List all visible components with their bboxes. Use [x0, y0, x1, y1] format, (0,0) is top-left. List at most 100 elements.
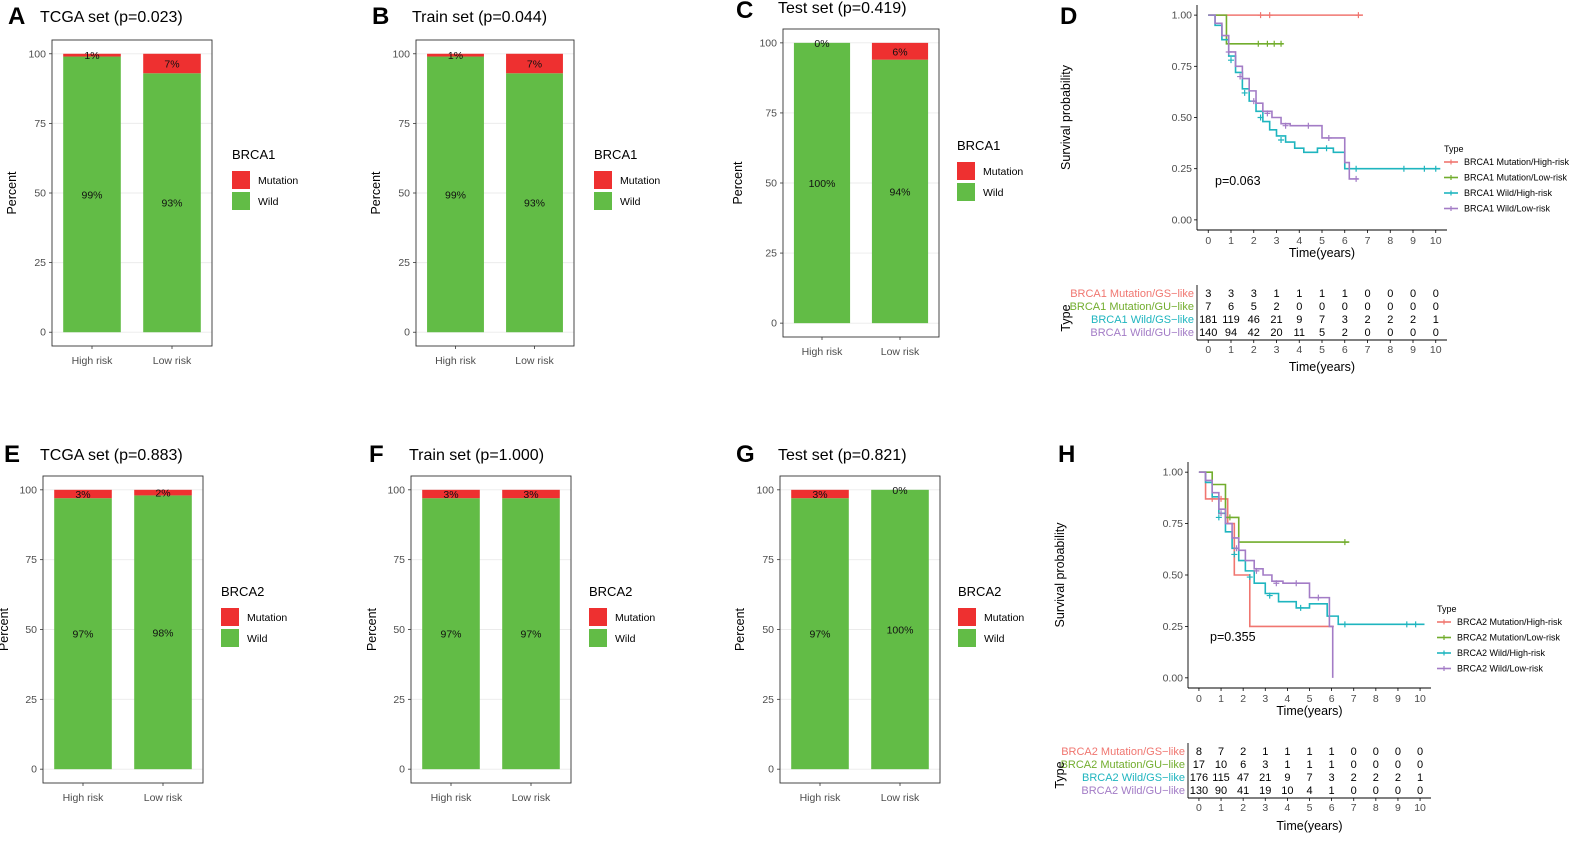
- bar-label-mutation-a-1: 1%: [84, 50, 99, 62]
- chart-title-f: Train set (p=1.000): [409, 447, 544, 464]
- risk-table-count-d: 0: [1387, 301, 1393, 313]
- risk-table-x-tick-label-h: 4: [1284, 802, 1290, 814]
- chart-title-b: Train set (p=0.044): [412, 9, 547, 26]
- y-tick-label-f: 25: [393, 694, 405, 706]
- risk-table-count-d: 0: [1364, 288, 1370, 300]
- km-censor-mark-d-2: [1264, 40, 1271, 47]
- legend-swatch-wild-e: [221, 629, 239, 647]
- risk-table-x-tick-label-d: 8: [1387, 344, 1393, 356]
- x-tick-label-f-2: Low risk: [512, 792, 551, 804]
- risk-table-count-h: 3: [1329, 772, 1335, 784]
- risk-table-count-d: 11: [1294, 327, 1305, 339]
- risk-table-count-d: 3: [1205, 288, 1211, 300]
- x-tick-label-h: 2: [1240, 693, 1246, 705]
- legend-swatch-mutation-g: [958, 608, 976, 626]
- panel-letter-g: G: [736, 441, 755, 468]
- bar-mutation-a-2: [143, 53, 201, 74]
- x-tick-label-d: 3: [1274, 235, 1280, 247]
- y-tick-label-h: 0.00: [1163, 672, 1184, 684]
- x-tick-label-h: 7: [1351, 693, 1357, 705]
- risk-table-count-h: 0: [1351, 785, 1357, 797]
- bar-label-wild-e-1: 97%: [72, 629, 93, 641]
- bar-label-mutation-c-2: 6%: [892, 46, 907, 58]
- bar-wild-g-1: [791, 498, 849, 770]
- bar-label-wild-c-1: 100%: [809, 178, 836, 190]
- risk-table-count-d: 1: [1296, 288, 1302, 300]
- risk-table-x-tick-label-d: 1: [1228, 344, 1234, 356]
- legend-title-c: BRCA1: [957, 138, 1000, 153]
- risk-table-x-tick-label-h: 1: [1218, 802, 1224, 814]
- bar-label-wild-c-2: 94%: [889, 186, 910, 198]
- risk-table-count-h: 41: [1237, 785, 1249, 797]
- risk-table-x-tick-label-h: 10: [1414, 802, 1426, 814]
- risk-table-x-tick-label-h: 6: [1329, 802, 1335, 814]
- km-censor-mark-h-4: [1218, 510, 1225, 517]
- risk-table-count-d: 0: [1364, 327, 1370, 339]
- risk-table-x-tick-label-d: 5: [1319, 344, 1325, 356]
- panel-letter-b: B: [372, 3, 389, 30]
- risk-table-count-h: 1: [1417, 772, 1423, 784]
- bar-wild-c-1: [793, 42, 851, 324]
- y-tick-label-a: 75: [34, 118, 46, 130]
- bar-label-mutation-b-1: 1%: [448, 50, 463, 62]
- km-legend-label-h-4: BRCA2 Wild/Low-risk: [1457, 664, 1544, 674]
- x-tick-label-d: 10: [1430, 235, 1442, 247]
- km-curve-d-3: [1208, 14, 1441, 170]
- risk-table-count-d: 1: [1319, 288, 1325, 300]
- risk-table-count-h: 4: [1306, 785, 1312, 797]
- km-legend-label-d-4: BRCA1 Wild/Low-risk: [1464, 204, 1551, 214]
- risk-table-count-h: 1: [1284, 746, 1290, 758]
- km-curve-h-2: [1198, 471, 1350, 543]
- legend-swatch-wild-b: [594, 192, 612, 210]
- km-censor-mark-d-4: [1325, 134, 1332, 141]
- bar-label-mutation-e-2: 2%: [155, 488, 170, 500]
- km-curve-d-4: [1208, 14, 1359, 180]
- risk-table-count-d: 20: [1270, 327, 1282, 339]
- risk-table-count-d: 181: [1199, 314, 1217, 326]
- risk-table-count-d: 0: [1387, 288, 1393, 300]
- risk-table-count-d: 3: [1228, 288, 1234, 300]
- risk-table-count-h: 3: [1262, 759, 1268, 771]
- risk-table-label-d-1: BRCA1 Mutation/GS−like: [1070, 288, 1194, 300]
- x-tick-label-d: 6: [1342, 235, 1348, 247]
- risk-table-x-tick-label-h: 9: [1395, 802, 1401, 814]
- km-censor-mark-h-3: [1266, 592, 1273, 599]
- risk-table-label-d-3: BRCA1 Wild/GS−like: [1091, 314, 1194, 326]
- km-censor-mark-d-3: [1257, 114, 1264, 121]
- bar-mutation-f-1: [422, 489, 480, 499]
- risk-table-count-h: 1: [1306, 759, 1312, 771]
- risk-table-x-label-h: Time(years): [1276, 819, 1342, 833]
- x-axis-label-h: Time(years): [1276, 704, 1342, 718]
- risk-table-x-tick-label-d: 3: [1274, 344, 1280, 356]
- legend-swatch-mutation-a: [232, 171, 250, 189]
- y-axis-label-a: Percent: [5, 171, 19, 215]
- x-tick-label-d: 0: [1205, 235, 1211, 247]
- risk-table-count-d: 0: [1387, 327, 1393, 339]
- risk-table-count-h: 0: [1373, 785, 1379, 797]
- risk-table-count-d: 9: [1296, 314, 1302, 326]
- y-axis-label-d: Survival probability: [1059, 64, 1073, 170]
- risk-table-x-tick-label-d: 7: [1365, 344, 1371, 356]
- y-tick-label-b: 75: [398, 118, 410, 130]
- legend-label-mutation-b: Mutation: [620, 175, 660, 187]
- km-censor-mark-d-3: [1421, 165, 1428, 172]
- risk-table-count-h: 10: [1281, 785, 1293, 797]
- x-tick-label-d: 1: [1228, 235, 1234, 247]
- risk-table-count-d: 0: [1364, 301, 1370, 313]
- km-censor-mark-h-3: [1341, 621, 1348, 628]
- km-censor-mark-h-4: [1273, 580, 1280, 587]
- risk-table-count-d: 0: [1410, 288, 1416, 300]
- risk-table-count-h: 7: [1218, 746, 1224, 758]
- y-tick-label-b: 25: [398, 257, 410, 269]
- bar-label-wild-g-1: 97%: [809, 629, 830, 641]
- risk-table-count-d: 2: [1387, 314, 1393, 326]
- risk-table-count-h: 6: [1240, 759, 1246, 771]
- bar-label-mutation-b-2: 7%: [527, 59, 542, 71]
- risk-table-count-h: 1: [1262, 746, 1268, 758]
- bar-mutation-c-2: [871, 42, 929, 60]
- bar-label-mutation-g-2: 0%: [892, 485, 907, 497]
- y-tick-label-e: 50: [25, 624, 37, 636]
- y-tick-label-f: 50: [393, 624, 405, 636]
- panel-letter-f: F: [369, 441, 384, 468]
